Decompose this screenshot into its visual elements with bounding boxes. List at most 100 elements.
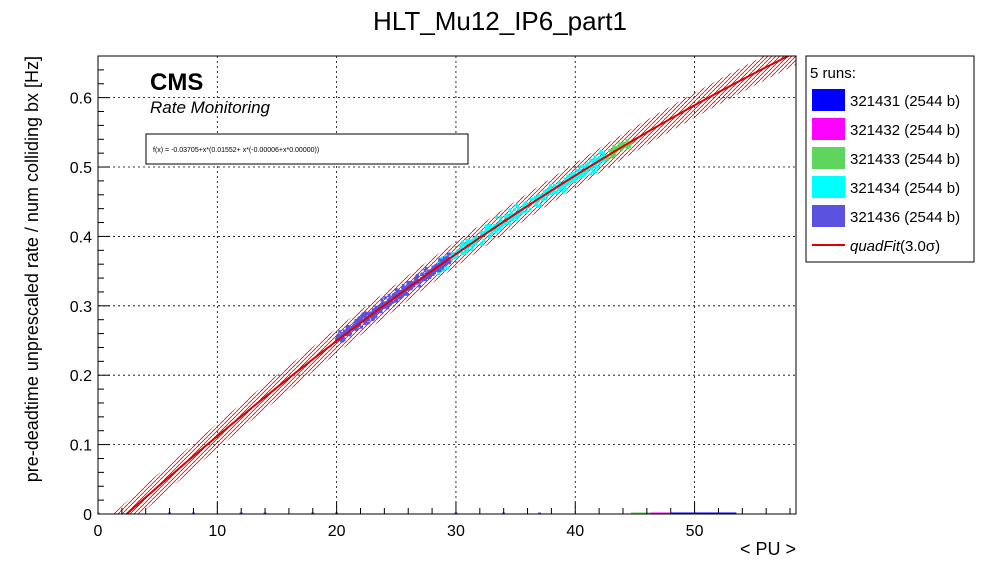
data-point bbox=[446, 252, 450, 256]
data-point bbox=[448, 260, 452, 264]
y-tick-label: 0.2 bbox=[70, 368, 92, 385]
baseline-run-segment bbox=[650, 512, 671, 514]
data-point bbox=[532, 197, 536, 201]
data-point bbox=[354, 328, 358, 332]
data-point bbox=[391, 293, 395, 297]
data-point bbox=[433, 265, 437, 269]
data-point bbox=[386, 306, 390, 310]
data-point bbox=[425, 276, 429, 280]
data-point bbox=[388, 303, 392, 307]
data-point bbox=[406, 280, 410, 284]
x-tick-label: 20 bbox=[328, 523, 346, 540]
legend-label: 321436 (2544 b) bbox=[850, 209, 960, 226]
data-point bbox=[581, 165, 585, 169]
fit-formula-text: f(x) = -0.03705+x*(0.01552+ x*(-0.00006+… bbox=[153, 147, 319, 154]
data-point bbox=[592, 163, 596, 167]
chart-title: HLT_Mu12_IP6_part1 bbox=[373, 6, 627, 36]
data-point bbox=[349, 331, 353, 335]
data-point bbox=[424, 266, 428, 270]
data-point bbox=[400, 293, 404, 297]
data-point bbox=[404, 291, 408, 295]
data-point bbox=[627, 144, 631, 148]
data-point bbox=[589, 158, 593, 162]
data-point bbox=[394, 288, 398, 292]
data-point bbox=[406, 292, 410, 296]
data-point bbox=[521, 210, 525, 214]
data-point bbox=[499, 220, 503, 224]
data-point bbox=[555, 191, 559, 195]
data-point bbox=[469, 244, 473, 248]
y-tick-label: 0.4 bbox=[70, 229, 92, 246]
zero-point bbox=[98, 512, 100, 514]
data-point bbox=[566, 174, 570, 178]
data-point bbox=[613, 146, 617, 150]
data-point bbox=[511, 215, 515, 219]
data-point bbox=[516, 214, 520, 218]
data-point bbox=[418, 284, 422, 288]
data-point bbox=[490, 231, 494, 235]
data-point bbox=[606, 157, 610, 161]
data-point bbox=[547, 188, 551, 192]
data-point bbox=[488, 235, 492, 239]
data-point bbox=[589, 172, 593, 176]
data-point bbox=[573, 176, 577, 180]
data-point bbox=[598, 161, 602, 165]
data-point bbox=[405, 284, 409, 288]
data-point bbox=[563, 177, 567, 181]
data-point bbox=[460, 245, 464, 249]
legend-label: 321432 (2544 b) bbox=[850, 122, 960, 139]
data-point bbox=[430, 271, 434, 275]
data-point bbox=[363, 315, 367, 319]
y-axis: 0 0.1 0.2 0.3 0.4 0.5 0.6 bbox=[70, 69, 110, 524]
data-point bbox=[564, 187, 568, 191]
data-point bbox=[461, 240, 465, 244]
data-point bbox=[496, 225, 500, 229]
y-tick-label: 0.5 bbox=[70, 160, 92, 177]
data-point bbox=[354, 318, 358, 322]
data-point bbox=[536, 204, 540, 208]
data-point bbox=[440, 266, 444, 270]
data-point bbox=[582, 172, 586, 176]
data-point bbox=[471, 243, 475, 247]
data-point bbox=[398, 296, 402, 300]
data-point bbox=[362, 313, 366, 317]
data-point bbox=[440, 261, 444, 265]
data-point bbox=[508, 208, 512, 212]
data-point bbox=[441, 268, 445, 272]
zero-point bbox=[537, 512, 541, 514]
data-point bbox=[401, 284, 405, 288]
x-tick-label: 50 bbox=[686, 523, 704, 540]
data-point bbox=[594, 159, 598, 163]
data-point bbox=[487, 223, 491, 227]
legend-label: 321431 (2544 b) bbox=[850, 93, 960, 110]
data-point bbox=[503, 222, 507, 226]
data-point bbox=[353, 320, 357, 324]
data-point bbox=[513, 208, 517, 212]
data-point bbox=[335, 337, 339, 341]
data-point bbox=[431, 265, 435, 269]
data-point bbox=[460, 243, 464, 247]
data-point bbox=[561, 183, 565, 187]
data-point bbox=[593, 155, 597, 159]
data-point bbox=[469, 240, 473, 244]
data-point bbox=[537, 194, 541, 198]
data-point bbox=[437, 272, 441, 276]
data-point bbox=[584, 169, 588, 173]
data-point bbox=[412, 284, 416, 288]
data-point bbox=[549, 186, 553, 190]
data-point bbox=[591, 170, 595, 174]
data-point bbox=[484, 227, 488, 231]
data-point bbox=[594, 170, 598, 174]
data-point bbox=[535, 200, 539, 204]
data-point bbox=[379, 310, 383, 314]
data-point bbox=[387, 293, 391, 297]
data-point bbox=[341, 336, 345, 340]
data-point bbox=[452, 256, 456, 260]
data-point bbox=[377, 309, 381, 313]
data-point bbox=[585, 164, 589, 168]
data-point bbox=[436, 269, 440, 273]
data-point bbox=[538, 203, 542, 207]
data-point bbox=[337, 335, 341, 339]
data-point bbox=[625, 139, 629, 143]
data-point bbox=[559, 186, 563, 190]
